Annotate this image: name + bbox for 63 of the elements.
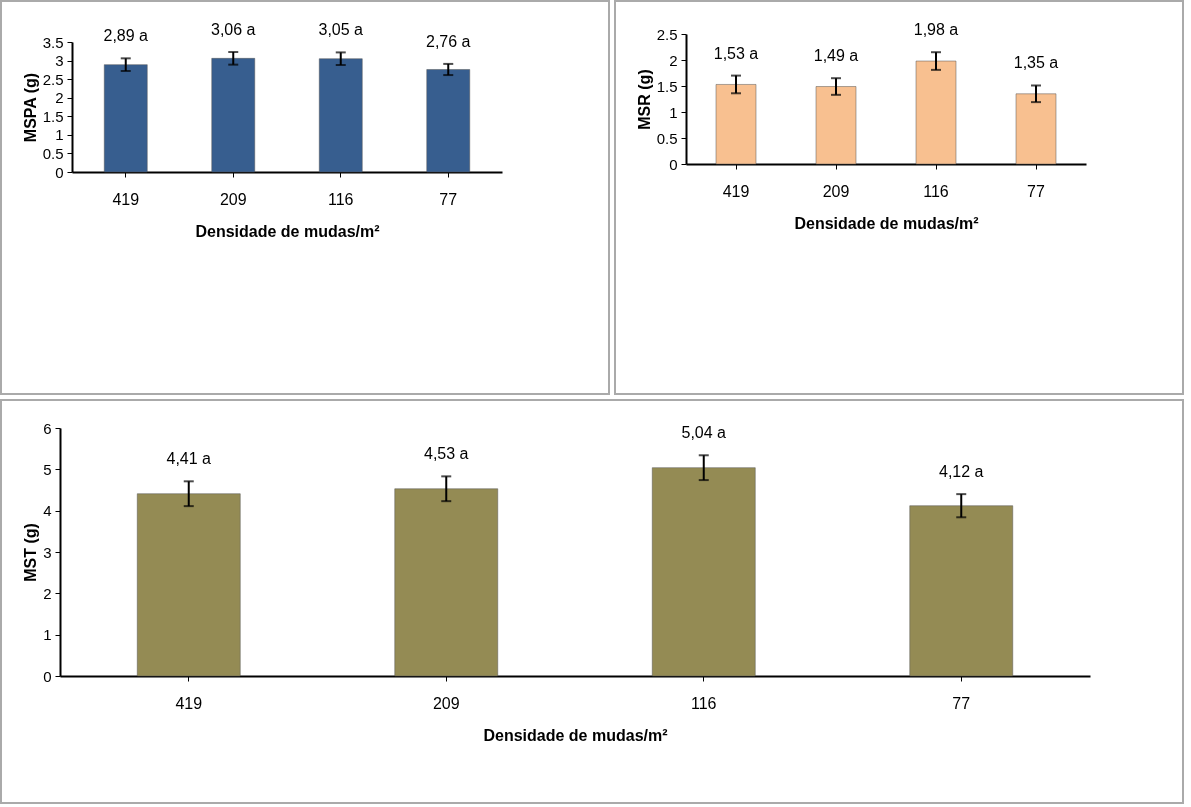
bar xyxy=(652,467,756,677)
bar xyxy=(715,84,757,165)
bar xyxy=(211,58,255,173)
data-label: 3,05 a xyxy=(318,21,364,39)
x-tick-label: 419 xyxy=(722,182,750,200)
y-tick-label: 1 xyxy=(55,126,64,144)
x-tick-label: 209 xyxy=(432,694,460,712)
data-label: 1,49 a xyxy=(813,47,859,65)
data-label: 1,35 a xyxy=(1013,54,1059,72)
data-label: 5,04 a xyxy=(681,424,727,442)
y-tick-label: 3.5 xyxy=(42,33,64,51)
bar xyxy=(394,488,498,677)
y-axis-title: MSPA (g) xyxy=(21,72,39,143)
y-axis-title: MSR (g) xyxy=(635,69,653,130)
x-tick-label: 209 xyxy=(219,190,247,208)
y-tick-label: 1.5 xyxy=(42,107,64,125)
data-label: 1,98 a xyxy=(913,21,959,39)
y-tick-label: 1.5 xyxy=(656,77,678,95)
x-tick-label: 419 xyxy=(175,694,203,712)
y-tick-label: 2 xyxy=(43,584,52,602)
y-tick-label: 0 xyxy=(55,163,64,181)
x-axis-title: Densidade de mudas/m² xyxy=(195,222,380,240)
data-label: 4,12 a xyxy=(939,463,984,481)
x-tick-label: 116 xyxy=(923,182,949,200)
x-tick-label: 77 xyxy=(1027,182,1045,200)
x-axis-title: Densidade de mudas/m² xyxy=(794,214,979,232)
y-tick-label: 0 xyxy=(669,155,678,173)
x-tick-label: 77 xyxy=(439,190,458,208)
bar xyxy=(104,64,148,173)
y-tick-label: 3 xyxy=(55,52,64,70)
data-label: 2,89 a xyxy=(103,27,149,45)
data-label: 1,53 a xyxy=(713,44,759,62)
bar xyxy=(137,493,241,677)
y-axis-title: MST (g) xyxy=(22,523,40,582)
y-tick-label: 4 xyxy=(43,502,52,520)
y-tick-label: 2 xyxy=(669,51,678,69)
data-label: 2,76 a xyxy=(426,32,471,50)
bar xyxy=(915,60,957,165)
y-tick-label: 3 xyxy=(43,543,52,561)
y-tick-label: 1 xyxy=(669,103,678,121)
data-label: 3,06 a xyxy=(211,21,256,39)
y-tick-label: 1 xyxy=(43,626,52,644)
y-tick-label: 2.5 xyxy=(656,25,678,43)
y-tick-label: 0.5 xyxy=(656,129,678,147)
x-axis-title: Densidade de mudas/m² xyxy=(483,726,668,744)
y-tick-label: 0 xyxy=(43,667,52,685)
data-label: 4,41 a xyxy=(166,450,212,468)
bar xyxy=(319,58,363,173)
y-tick-label: 6 xyxy=(43,419,52,437)
x-tick-label: 116 xyxy=(327,190,354,208)
data-label: 4,53 a xyxy=(424,445,469,463)
x-tick-label: 77 xyxy=(952,694,971,712)
bar xyxy=(909,505,1013,677)
bar xyxy=(815,86,857,165)
x-tick-label: 419 xyxy=(112,190,140,208)
x-tick-label: 116 xyxy=(690,694,717,712)
bar xyxy=(1015,93,1057,165)
y-tick-label: 2 xyxy=(55,89,64,107)
bar xyxy=(426,69,470,173)
y-tick-label: 2.5 xyxy=(42,70,64,88)
y-tick-label: 0.5 xyxy=(42,144,64,162)
x-tick-label: 209 xyxy=(822,182,850,200)
y-tick-label: 5 xyxy=(43,460,52,478)
